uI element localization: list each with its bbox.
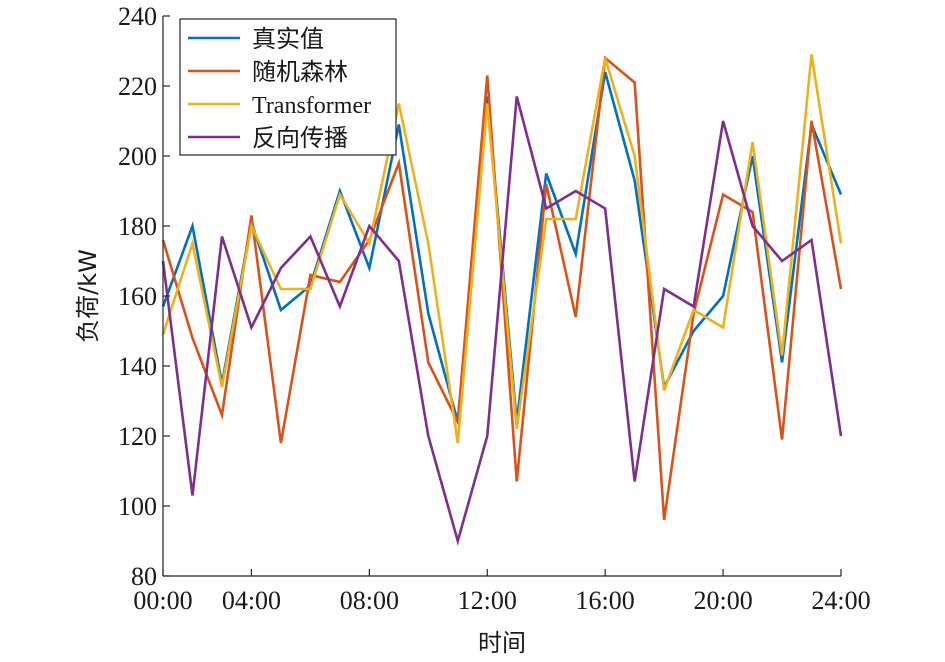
y-ticks: 80 100 120 140 160 180 200 220 240: [118, 2, 170, 591]
y-tick-label: 140: [118, 352, 157, 381]
legend-label-4: 反向传播: [252, 124, 348, 152]
y-tick-label: 200: [118, 142, 157, 171]
x-ticks: 04:00 08:00 12:00 16:00 20:00 24:00 00:00: [133, 569, 871, 615]
x-tick-label: 00:00: [133, 586, 192, 615]
x-tick-label: 24:00: [811, 586, 870, 615]
series-layer: [161, 54, 843, 546]
x-tick-label: 20:00: [693, 586, 752, 615]
legend-box: [179, 18, 397, 156]
y-tick-label: 160: [118, 282, 157, 311]
x-axis-label: 时间: [478, 629, 526, 657]
series-line-4: [161, 96, 843, 546]
legend-label-2: 随机森林: [252, 58, 348, 86]
y-tick-label: 180: [118, 212, 157, 241]
x-tick-label: 12:00: [458, 586, 517, 615]
y-tick-label: 100: [118, 492, 157, 521]
y-tick-label: 80: [131, 562, 157, 591]
legend-label-3: Transformer: [252, 93, 371, 119]
x-tick-label: 08:00: [340, 586, 399, 615]
legend-label-1: 真实值: [252, 25, 324, 53]
y-tick-label: 120: [118, 422, 157, 451]
x-tick-label: 16:00: [576, 586, 635, 615]
y-tick-label: 240: [118, 2, 157, 31]
y-axis-label: 负荷/kW: [74, 249, 102, 343]
y-tick-label: 220: [118, 72, 157, 101]
x-tick-label: 04:00: [222, 586, 281, 615]
